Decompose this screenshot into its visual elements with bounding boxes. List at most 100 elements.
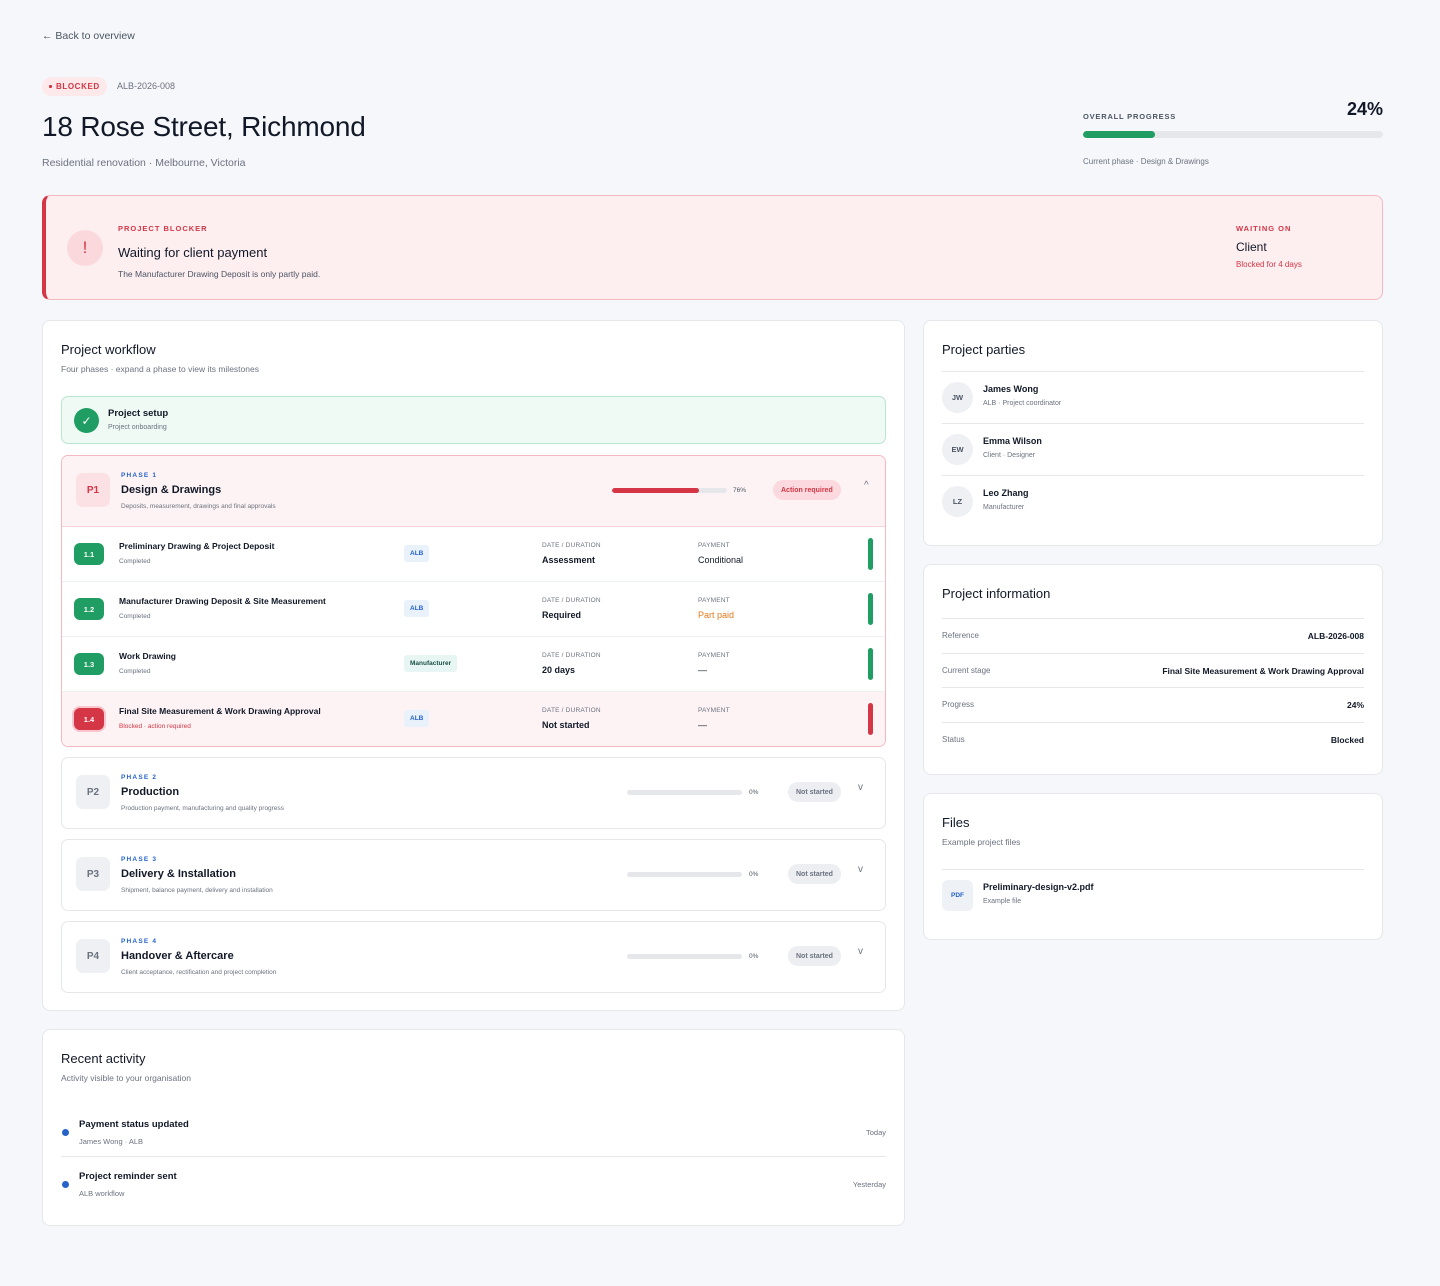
status-badge: BLOCKED: [42, 77, 107, 96]
files-subtitle: Example project files: [942, 837, 1021, 847]
phase-description: Shipment, balance payment, delivery and …: [121, 887, 273, 894]
party-item[interactable]: EW Emma Wilson Client · Designer: [942, 423, 1364, 475]
phase-4-header[interactable]: P4 PHASE 4 Handover & Aftercare Client a…: [62, 922, 885, 993]
date-label: DATE / DURATION: [542, 542, 601, 549]
info-key: Progress: [942, 700, 975, 709]
milestone-party-tag: ALB: [404, 545, 430, 562]
phase-name: Delivery & Installation: [121, 868, 236, 880]
phase-1-header[interactable]: P1 PHASE 1 Design & Drawings Deposits, m…: [62, 456, 885, 527]
info-row: Reference ALB-2026-008: [942, 618, 1364, 653]
phase-progress-percent: 76%: [733, 487, 747, 494]
phase-badge: P2: [76, 775, 110, 809]
milestone-payment: —: [698, 665, 707, 675]
info-value: ALB-2026-008: [1307, 631, 1364, 641]
chevron-up-icon[interactable]: ^: [864, 480, 869, 491]
blocker-title: Waiting for client payment: [118, 245, 268, 260]
party-role: ALB · Project coordinator: [983, 400, 1062, 407]
phase-3-header[interactable]: P3 PHASE 3 Delivery & Installation Shipm…: [62, 840, 885, 911]
party-item[interactable]: JW James Wong ALB · Project coordinator: [942, 371, 1364, 423]
milestone-number: 1.3: [74, 653, 104, 675]
back-to-overview-link[interactable]: ← Back to overview: [42, 30, 135, 42]
phase-progress-percent: 0%: [749, 953, 759, 960]
milestone-row[interactable]: 1.2 Manufacturer Drawing Deposit & Site …: [62, 582, 885, 637]
phase-progress-fill: [612, 488, 700, 493]
party-item[interactable]: LZ Leo Zhang Manufacturer: [942, 475, 1364, 527]
phase-status-badge: Not started: [788, 864, 841, 884]
file-item[interactable]: PDF Preliminary-design-v2.pdf Example fi…: [942, 869, 1364, 921]
activity-title: Recent activity: [61, 1051, 146, 1066]
phase-number: PHASE 4: [121, 938, 158, 945]
file-name: Preliminary-design-v2.pdf: [983, 882, 1094, 892]
milestone-name: Preliminary Drawing & Project Deposit: [119, 541, 275, 551]
phase-progress-bar: [627, 790, 742, 795]
info-title: Project information: [942, 586, 1051, 601]
date-label: DATE / DURATION: [542, 707, 601, 714]
milestone-row-blocked[interactable]: 1.4 Final Site Measurement & Work Drawin…: [62, 692, 885, 746]
waiting-on-label: WAITING ON: [1236, 224, 1292, 233]
activity-item: Payment status updated James Wong · ALB …: [61, 1110, 886, 1162]
project-setup-step[interactable]: ✓ Project setup Project onboarding: [61, 396, 886, 444]
overall-progress-bar: [1083, 131, 1383, 138]
status-dot-icon: [49, 85, 52, 88]
page-title: 18 Rose Street, Richmond: [42, 111, 366, 142]
avatar: EW: [942, 434, 973, 465]
phase-1: P1 PHASE 1 Design & Drawings Deposits, m…: [61, 455, 886, 747]
info-key: Reference: [942, 631, 979, 640]
phase-4[interactable]: P4 PHASE 4 Handover & Aftercare Client a…: [61, 921, 886, 993]
phase-2[interactable]: P2 PHASE 2 Production Production payment…: [61, 757, 886, 829]
info-value: Final Site Measurement & Work Drawing Ap…: [1162, 666, 1364, 676]
milestone-state: Completed: [119, 668, 151, 675]
waiting-on-party: Client: [1236, 240, 1267, 254]
blocker-description: The Manufacturer Drawing Deposit is only…: [118, 269, 321, 279]
milestone-status-bar: [868, 648, 873, 680]
overall-progress-percent: 24%: [1346, 99, 1383, 119]
phase-progress-bar: [627, 954, 742, 959]
alert-icon: !: [67, 230, 103, 266]
milestone-party-tag: Manufacturer: [404, 655, 458, 672]
activity-dot-icon: [62, 1181, 69, 1188]
workflow-subtitle: Four phases · expand a phase to view its…: [61, 364, 259, 374]
phase-name: Design & Drawings: [121, 484, 222, 496]
setup-subtitle: Project onboarding: [108, 424, 167, 431]
activity-title-text: Payment status updated: [79, 1119, 189, 1130]
phase-progress-bar: [627, 872, 742, 877]
info-key: Current stage: [942, 666, 991, 675]
milestone-state: Completed: [119, 613, 151, 620]
overall-progress-label: OVERALL PROGRESS: [1083, 112, 1177, 121]
chevron-down-icon[interactable]: v: [858, 782, 863, 793]
milestone-date: Not started: [542, 720, 590, 730]
project-information-card: Project information Reference ALB-2026-0…: [923, 564, 1383, 775]
party-name: Leo Zhang: [983, 488, 1029, 498]
milestone-number: 1.4: [74, 708, 104, 730]
info-key: Status: [942, 735, 965, 744]
payment-label: PAYMENT: [698, 652, 730, 659]
milestone-payment: Conditional: [698, 555, 744, 565]
milestone-state: Completed: [119, 558, 151, 565]
phase-progress-bar: [612, 488, 727, 493]
milestone-name: Final Site Measurement & Work Drawing Ap…: [119, 706, 321, 716]
status-badge-label: BLOCKED: [56, 82, 100, 91]
phase-badge: P3: [76, 857, 110, 891]
date-label: DATE / DURATION: [542, 597, 601, 604]
milestone-payment: Part paid: [698, 610, 735, 620]
milestone-state: Blocked · action required: [119, 723, 191, 730]
milestone-date: 20 days: [542, 665, 576, 675]
milestone-payment: —: [698, 720, 707, 730]
milestone-row[interactable]: 1.3 Work Drawing Completed Manufacturer …: [62, 637, 885, 692]
chevron-down-icon[interactable]: v: [858, 864, 863, 875]
phase-status-badge: Action required: [773, 480, 841, 500]
phase-3[interactable]: P3 PHASE 3 Delivery & Installation Shipm…: [61, 839, 886, 911]
milestone-status-bar: [868, 593, 873, 625]
files-card: Files Example project files PDF Prelimin…: [923, 793, 1383, 940]
phase-number: PHASE 3: [121, 856, 158, 863]
milestone-number: 1.1: [74, 543, 104, 565]
activity-time: Yesterday: [852, 1180, 886, 1189]
party-name: Emma Wilson: [983, 436, 1042, 446]
payment-label: PAYMENT: [698, 597, 730, 604]
phase-2-header[interactable]: P2 PHASE 2 Production Production payment…: [62, 758, 885, 829]
pdf-file-icon: PDF: [942, 880, 973, 911]
milestone-row[interactable]: 1.1 Preliminary Drawing & Project Deposi…: [62, 527, 885, 582]
phase-badge: P1: [76, 473, 110, 507]
chevron-down-icon[interactable]: v: [858, 946, 863, 957]
current-phase-text: Current phase · Design & Drawings: [1083, 157, 1209, 166]
